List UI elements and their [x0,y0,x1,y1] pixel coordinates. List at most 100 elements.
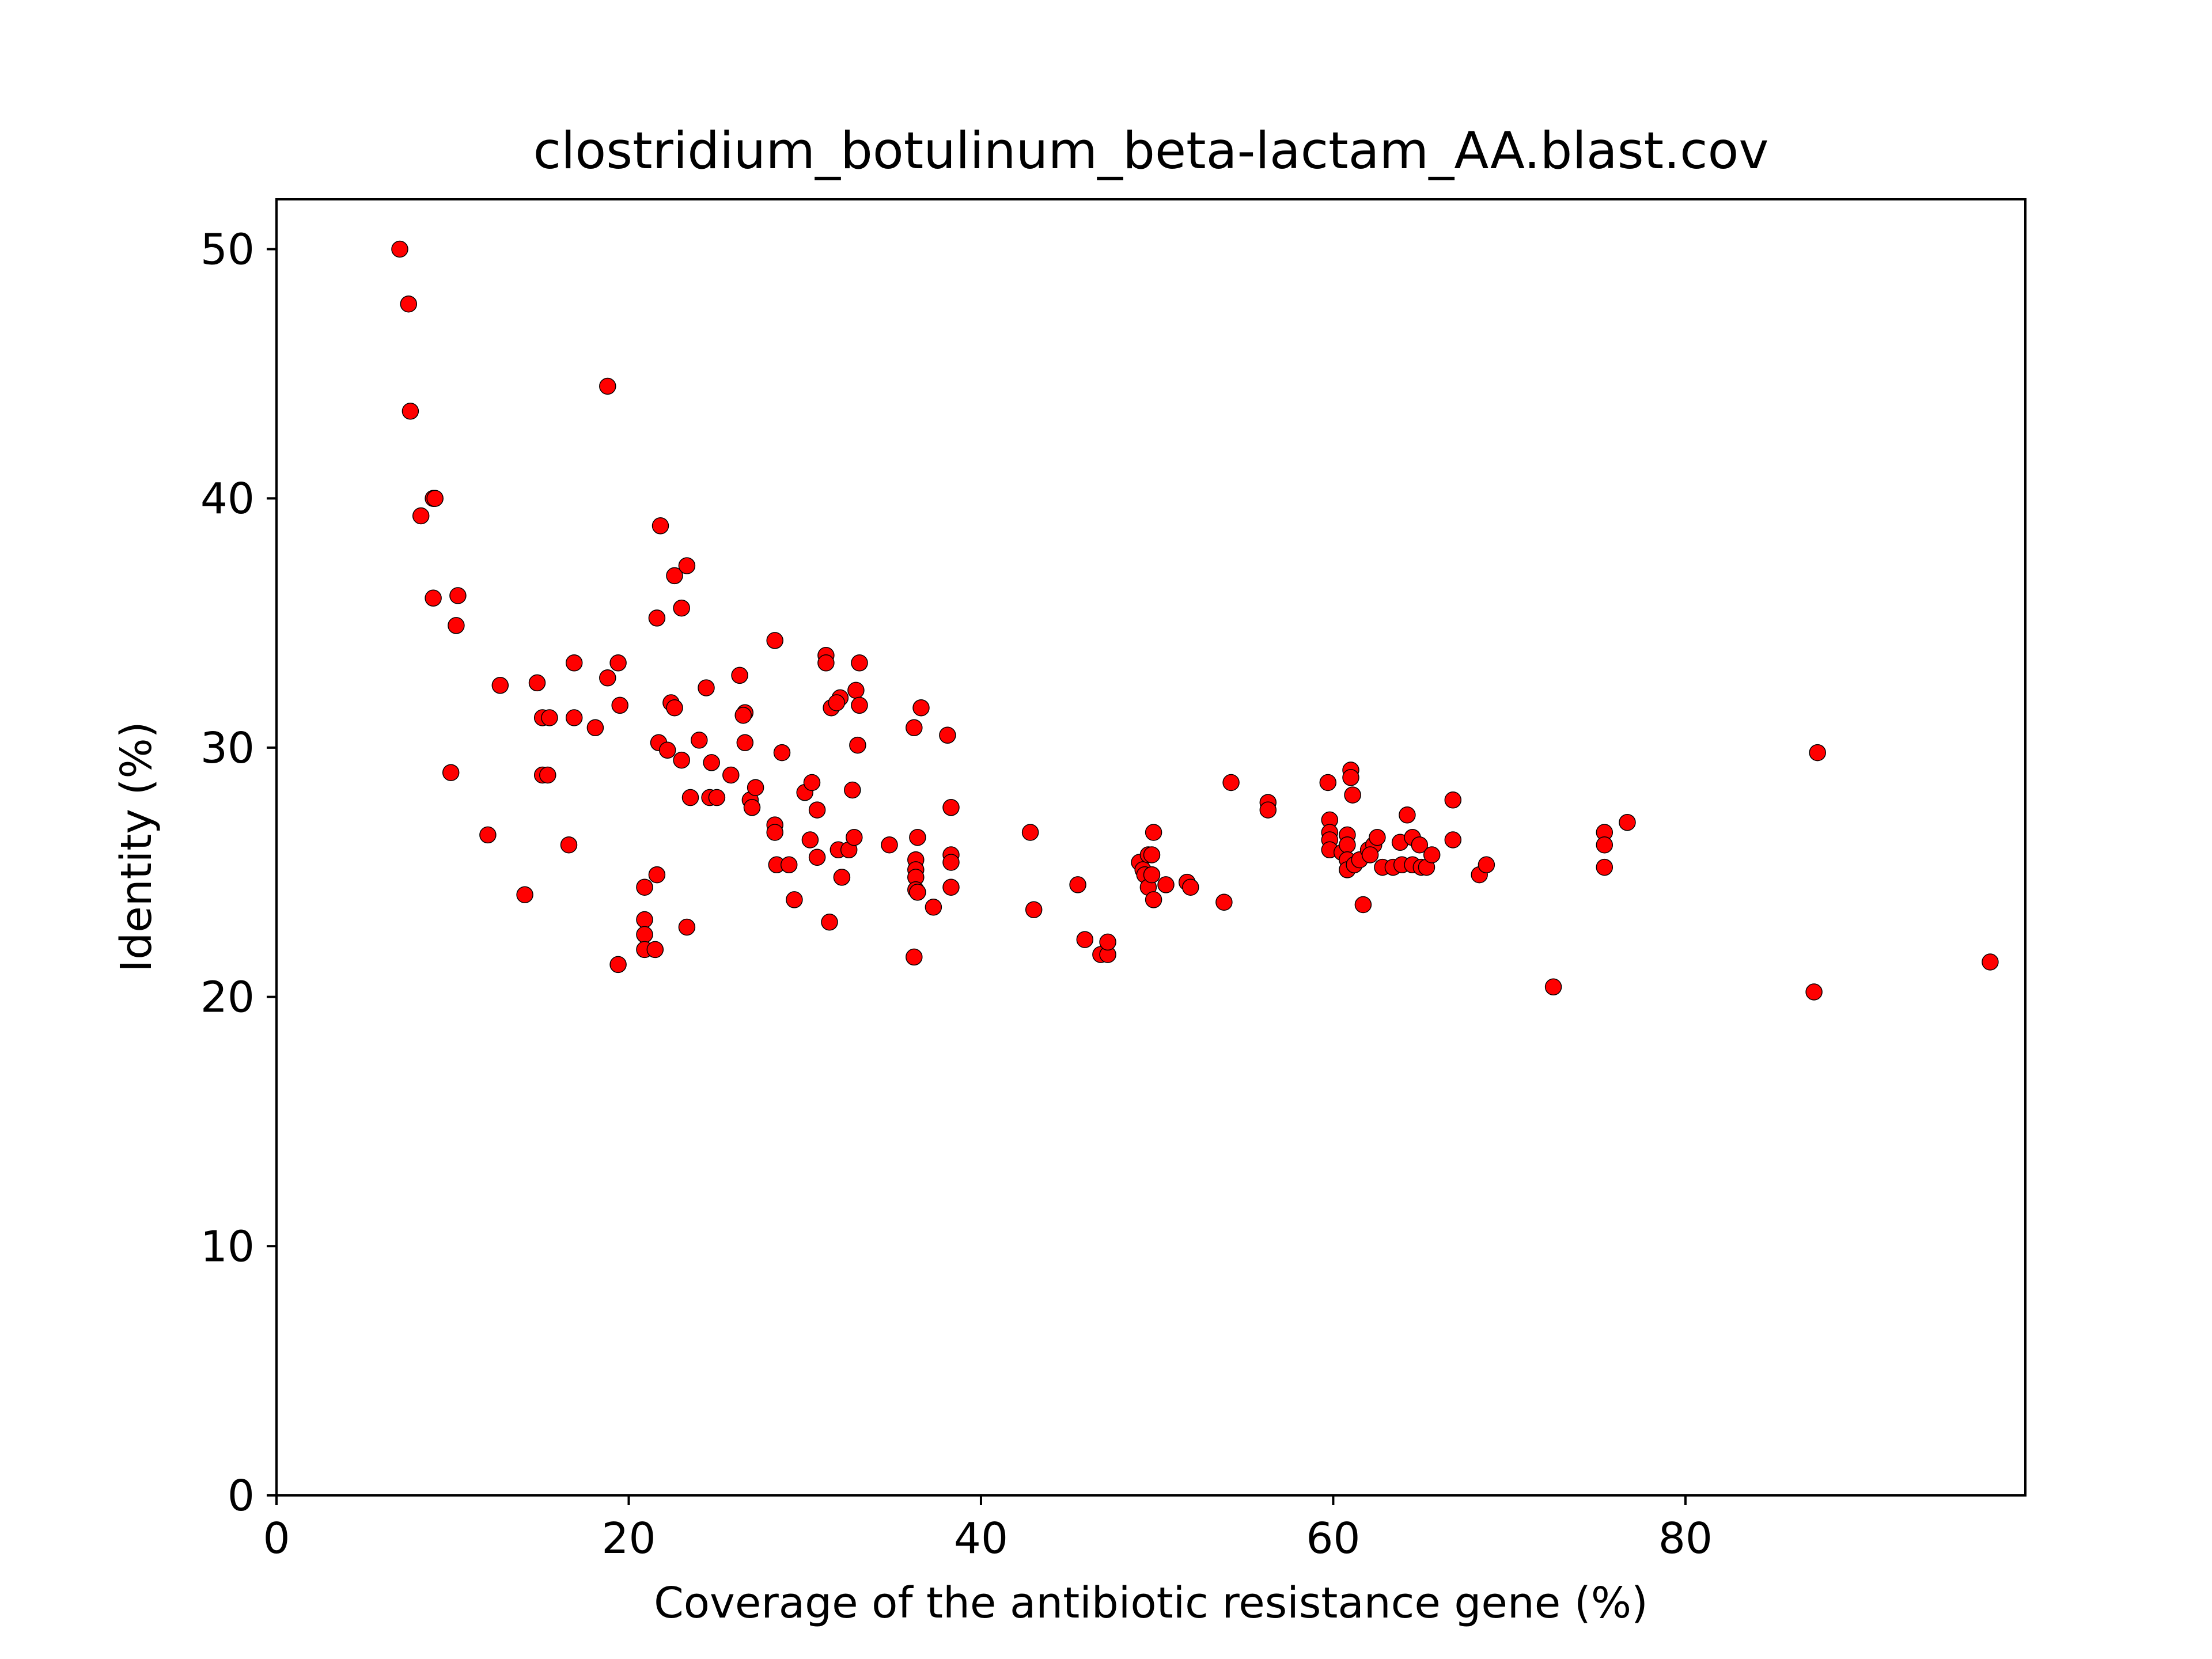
data-point-165 [1809,744,1826,762]
data-point-87 [912,699,930,717]
data-point-11 [491,677,509,694]
data-point-29 [678,557,696,574]
x-tick-label-1: 20 [601,1514,656,1563]
data-point-15 [541,709,558,726]
y-axis-label: Identity (%) [112,721,161,972]
data-point-99 [942,854,960,871]
data-point-164 [1805,983,1823,1001]
data-point-66 [803,774,821,791]
data-point-1 [400,295,418,313]
data-point-58 [766,632,783,649]
data-point-159 [1544,978,1562,996]
data-point-139 [1354,896,1372,914]
data-point-39 [703,754,720,771]
data-point-45 [636,878,653,896]
data-point-96 [939,726,956,744]
data-point-83 [849,736,866,754]
y-axis-ticks: 0 10 20 30 40 50 [200,225,276,1521]
data-point-124 [1319,774,1337,791]
data-point-69 [808,849,826,866]
data-point-57 [747,779,764,796]
data-point-86 [906,719,923,737]
data-point-74 [828,694,846,711]
data-point-71 [817,654,835,672]
data-point-101 [1021,824,1039,841]
data-point-17 [539,766,556,784]
data-point-0 [391,240,408,258]
data-point-3 [412,507,430,525]
data-point-49 [646,941,664,959]
data-point-2 [402,403,419,420]
x-axis-ticks: 0 20 40 60 80 [263,1495,1713,1563]
data-point-115 [1145,891,1162,908]
data-point-93 [909,884,926,901]
data-point-102 [1025,901,1043,918]
data-point-80 [844,781,861,799]
data-point-21 [586,719,604,737]
data-point-68 [808,801,826,819]
data-point-23 [609,654,627,672]
data-point-155 [1444,791,1462,809]
data-point-121 [1222,774,1240,791]
data-point-47 [636,926,653,944]
data-point-37 [673,751,690,769]
data-point-22 [599,669,616,687]
points-layer [391,240,1999,1001]
data-point-136 [1344,786,1361,804]
data-point-26 [599,377,616,395]
data-point-113 [1143,846,1161,863]
x-tick-label-3: 60 [1306,1514,1360,1563]
chart-title: clostridium_botulinum_beta-lactam_AA.bla… [533,121,1769,180]
data-point-53 [734,706,752,724]
plot-frame [275,198,2027,1497]
data-point-38 [691,732,708,749]
data-point-97 [942,799,960,816]
data-point-104 [1076,931,1094,948]
data-point-161 [1596,836,1613,854]
data-point-123 [1259,801,1277,819]
data-point-84 [851,654,868,672]
data-point-18 [560,836,578,854]
data-point-163 [1619,813,1636,831]
data-point-42 [708,789,726,806]
data-point-131 [1339,836,1356,854]
data-point-162 [1596,858,1613,876]
x-axis-label: Coverage of the antibiotic resistance ge… [654,1578,1648,1628]
x-tick-label-0: 0 [263,1514,290,1563]
data-point-36 [658,741,676,759]
data-point-25 [609,956,627,974]
data-point-79 [846,828,863,846]
y-tick-label-5: 50 [200,225,255,275]
data-point-116 [1145,824,1162,841]
data-point-148 [1399,806,1416,824]
data-point-24 [611,696,628,714]
y-tick-label-2: 20 [200,973,255,1022]
data-point-12 [516,886,533,903]
data-point-67 [801,831,819,849]
data-point-44 [648,866,666,884]
data-point-154 [1423,846,1441,863]
data-point-43 [722,766,740,784]
data-point-13 [528,674,546,692]
data-point-156 [1444,831,1462,849]
data-point-60 [766,824,783,841]
y-tick-label-4: 40 [200,474,255,524]
data-point-40 [681,789,699,806]
data-point-88 [909,828,926,846]
data-point-63 [780,856,798,874]
data-point-142 [1361,846,1379,863]
data-point-19 [565,654,583,672]
data-point-119 [1182,878,1199,896]
data-point-27 [652,517,669,535]
data-point-61 [773,744,791,762]
y-tick-label-0: 0 [228,1471,255,1521]
data-point-54 [736,734,754,752]
data-point-64 [786,891,803,908]
data-point-166 [1982,953,1999,971]
data-point-95 [925,899,942,916]
data-point-50 [678,918,696,936]
data-point-103 [1069,876,1086,893]
data-point-33 [666,699,683,717]
y-tick-label-1: 10 [200,1222,255,1271]
